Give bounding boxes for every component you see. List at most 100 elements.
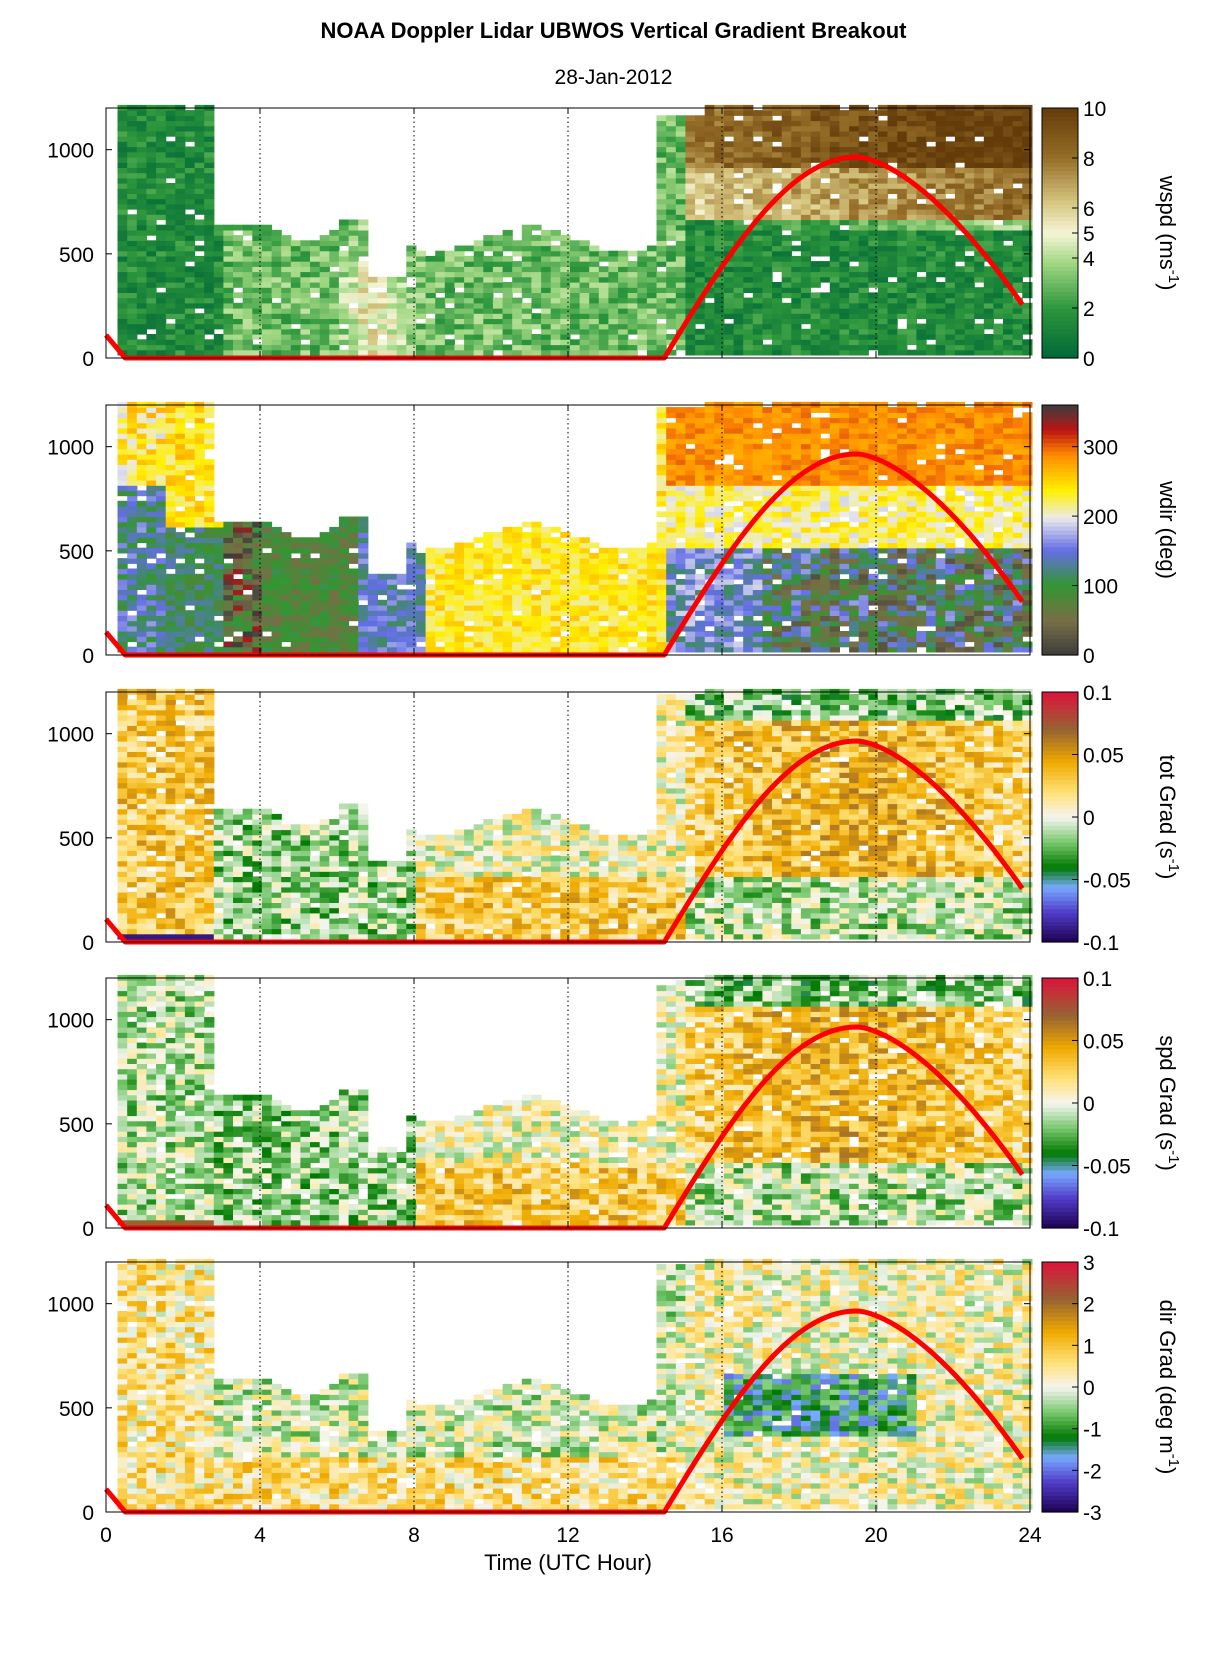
heatmap-cell [165,480,176,486]
heatmap-cell [252,308,263,314]
heatmap-cell [627,605,638,611]
heatmap-cell [502,589,513,596]
heatmap-cell [666,610,677,616]
heatmap-cell [165,214,176,221]
heatmap-cell [675,407,686,413]
heatmap-cell [127,136,138,142]
heatmap-cell [204,292,215,299]
heatmap-cell [319,271,330,278]
heatmap-cell [156,469,167,476]
heatmap-cell [117,261,128,267]
heatmap-cell [723,328,735,335]
heatmap-cell [521,605,532,611]
heatmap-cell [916,157,927,163]
heatmap-cell [127,110,138,116]
heatmap-cell [281,547,292,554]
heatmap-cell [666,594,677,601]
heatmap-cell [194,255,205,262]
heatmap-cell [743,318,754,325]
heatmap-cell [213,558,224,564]
heatmap-cell [685,646,696,653]
heatmap-cell [117,469,128,476]
heatmap-cell [415,349,427,356]
heatmap-cell [175,579,186,585]
heatmap-cell [858,313,869,319]
heatmap-cell [127,162,138,168]
heatmap-cell [204,115,215,122]
heatmap-cell [165,552,176,559]
heatmap-cell [136,573,147,580]
heatmap-cell [935,328,946,335]
heatmap-cell [204,568,215,575]
heatmap-cell [492,631,504,637]
heatmap-cell [839,297,850,304]
heatmap-cell [319,323,330,330]
heatmap-cell [425,318,436,325]
heatmap-cell [261,240,273,247]
heatmap-cell [954,313,966,319]
heatmap-cell [223,339,234,346]
heatmap-cell [810,318,821,325]
heatmap-cell [531,521,542,528]
heatmap-cell [560,297,571,304]
heatmap-cell [743,271,754,278]
heatmap-cell [444,584,455,590]
heatmap-cell [906,183,917,189]
heatmap-cell [954,115,966,122]
heatmap-cell [608,297,619,304]
heatmap-cell [136,427,147,434]
heatmap-cell [136,302,147,309]
heatmap-cell [627,568,638,575]
heatmap-cell [964,110,975,116]
heatmap-cell [839,308,850,314]
heatmap-cell [829,261,840,267]
heatmap-cell [849,318,860,325]
heatmap-cell [136,125,147,132]
heatmap-cell [772,255,783,262]
heatmap-cell [329,302,340,309]
heatmap-cell [233,302,244,309]
heatmap-cell [146,282,157,288]
heatmap-cell [117,500,128,507]
heatmap-cell [175,344,186,351]
heatmap-cell [454,558,465,564]
heatmap-cell [541,636,552,643]
heatmap-cell [666,349,677,356]
heatmap-cell [425,292,436,299]
heatmap-cell [675,443,686,450]
heatmap-cell [618,558,629,564]
heatmap-cell [791,302,802,309]
heatmap-cell [223,610,234,616]
heatmap-cell [252,266,263,273]
heatmap-cell [329,568,340,575]
heatmap-cell [752,115,763,122]
heatmap-cell [348,334,359,340]
heatmap-cell [685,255,696,262]
heatmap-cell [897,136,908,142]
heatmap-cell [858,245,869,252]
heatmap-cell [849,146,860,153]
heatmap-cell [935,214,946,221]
heatmap-cell [184,297,196,304]
heatmap-cell [714,146,725,153]
heatmap-cell [820,224,831,231]
heatmap-cell [598,594,609,601]
heatmap-cell [242,521,253,528]
heatmap-cell [656,438,667,445]
heatmap-cell [714,130,725,137]
heatmap-cell [165,558,176,564]
heatmap-cell [127,157,138,163]
heatmap-cell [146,167,157,174]
heatmap-cell [974,287,985,293]
heatmap-cell [569,610,581,616]
heatmap-cell [589,584,600,590]
heatmap-cell [762,313,773,319]
heatmap-cell [849,183,860,189]
heatmap-cell [637,594,648,601]
heatmap-cell [849,344,860,351]
heatmap-cell [146,130,157,137]
heatmap-cell [252,547,263,554]
heatmap-cell [829,183,840,189]
heatmap-cell [165,209,176,215]
heatmap-cell [550,579,561,585]
